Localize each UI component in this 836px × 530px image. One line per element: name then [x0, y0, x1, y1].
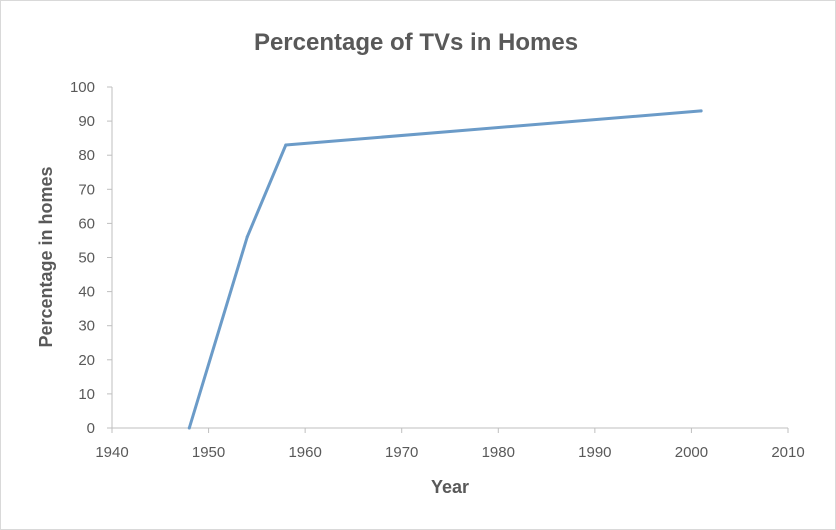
- series-line-0: [187, 109, 703, 430]
- x-axis-title: Year: [431, 477, 469, 497]
- x-tick-label: 1980: [482, 444, 515, 461]
- y-tick-label: 0: [87, 420, 95, 437]
- y-tick-label: 10: [78, 386, 95, 403]
- y-tick-label: 70: [78, 181, 95, 198]
- x-tick-label: 1950: [192, 444, 225, 461]
- data-point: [187, 426, 191, 430]
- y-tick-label: 90: [78, 113, 95, 130]
- data-point: [699, 109, 703, 113]
- y-tick-label: 80: [78, 147, 95, 164]
- y-axis: [107, 86, 113, 429]
- y-axis-title: Percentage in homes: [36, 166, 56, 347]
- x-axis: [111, 427, 789, 433]
- y-tick-label: 60: [78, 215, 95, 232]
- y-tick-label: 30: [78, 318, 95, 335]
- x-tick-labels: 1940 1950 1960 1970 1980 1990 2000 2010: [95, 444, 804, 461]
- x-tick-label: 1960: [288, 444, 321, 461]
- y-tick-label: 50: [78, 250, 95, 267]
- x-tick-label: 1940: [95, 444, 128, 461]
- series-group: [187, 109, 703, 430]
- chart-title: Percentage of TVs in Homes: [254, 29, 578, 56]
- x-tick-label: 1970: [385, 444, 418, 461]
- y-tick-labels: 0 10 20 30 40 50 60 70 80 90 100: [70, 79, 95, 437]
- x-tick-label: 2010: [771, 444, 804, 461]
- data-point: [284, 143, 288, 147]
- data-point: [245, 235, 249, 239]
- y-tick-label: 20: [78, 352, 95, 369]
- y-tick-label: 100: [70, 79, 95, 96]
- x-tick-label: 1990: [578, 444, 611, 461]
- x-tick-label: 2000: [675, 444, 708, 461]
- y-tick-label: 40: [78, 284, 95, 301]
